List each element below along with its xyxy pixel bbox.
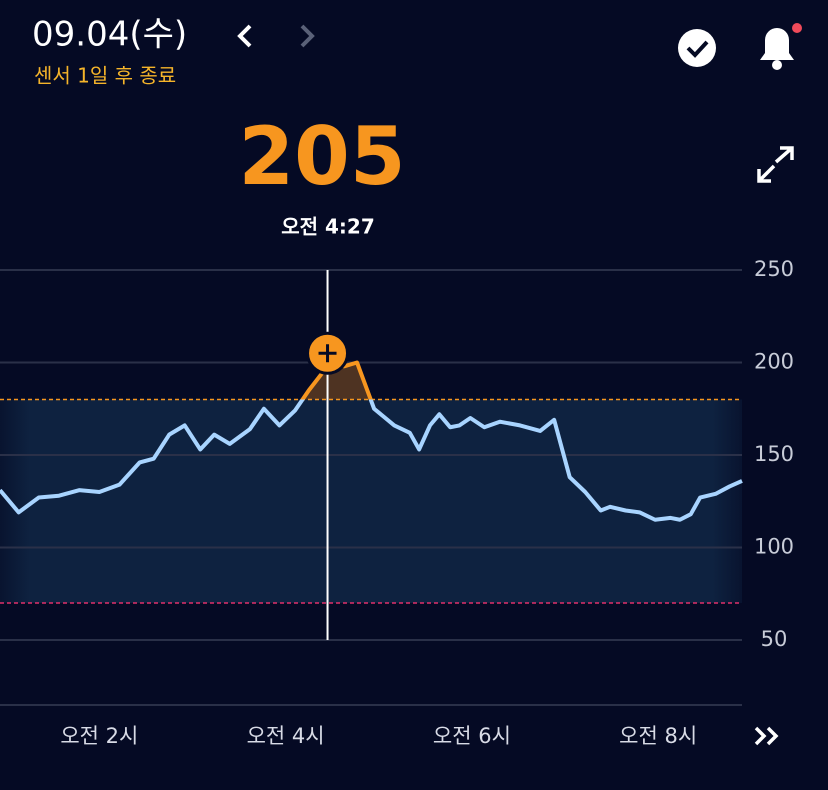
x-tick-label: 오전 4시 (247, 724, 325, 748)
plot: 50 100 150 200 250 오전 2시 오전 4시 오전 6시 오전 8시 (0, 257, 794, 748)
current-value: 205 (239, 110, 406, 203)
y-tick-label: 200 (754, 350, 794, 374)
sensor-note: 센서 1일 후 종료 (34, 64, 176, 88)
y-tick-label: 250 (754, 257, 794, 281)
y-tick-label: 50 (761, 627, 788, 651)
x-tick-label: 오전 6시 (433, 724, 511, 748)
target-range (0, 399, 742, 603)
glucose-line (0, 360, 743, 522)
selected-plus (318, 344, 337, 363)
scroll-forward[interactable] (754, 726, 779, 746)
current-time: 오전 4:27 (281, 215, 375, 239)
expand-icon[interactable] (757, 146, 794, 183)
x-tick-label: 오전 2시 (60, 724, 138, 748)
next-day[interactable] (300, 24, 315, 48)
notification-icon[interactable] (760, 23, 802, 70)
date: 09.04(수) (32, 15, 187, 55)
x-tick-label: 오전 8시 (619, 724, 697, 748)
y-tick-label: 100 (754, 535, 794, 559)
verified-icon[interactable] (678, 29, 716, 67)
y-tick-label: 150 (754, 442, 794, 466)
prev-day[interactable] (237, 24, 252, 48)
